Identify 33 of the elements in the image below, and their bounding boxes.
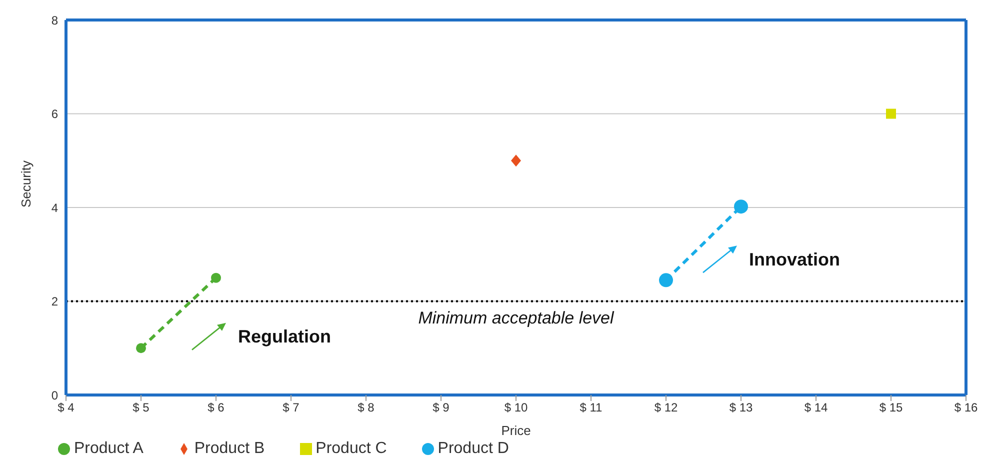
x-tick-label: $ 5 (132, 400, 150, 415)
x-tick-label: $ 14 (804, 400, 828, 415)
x-tick-label: $ 13 (729, 400, 753, 415)
x-tick-label: $ 4 (58, 400, 75, 415)
x-tick-label: $ 12 (654, 400, 678, 415)
x-tick-label: $ 16 (954, 400, 978, 415)
legend-label: Product C (316, 440, 387, 457)
y-tick-label: 6 (51, 107, 58, 122)
y-tick-label: 0 (51, 388, 58, 402)
legend-label: Product D (438, 440, 509, 457)
x-tick-label: $ 9 (432, 400, 450, 415)
point (734, 200, 748, 214)
x-tick-label: $ 15 (879, 400, 903, 415)
point (886, 108, 896, 119)
x-tick-label: $ 8 (358, 400, 375, 415)
point (659, 273, 673, 288)
x-tick-label: $ 6 (208, 400, 225, 415)
y-tick-label: 4 (51, 200, 58, 215)
y-tick-label: 8 (51, 13, 58, 28)
y-axis-title: Security (18, 160, 34, 208)
point (511, 154, 521, 167)
x-axis-title: Price (501, 423, 531, 438)
point (211, 272, 221, 283)
x-tick-label: $ 7 (282, 400, 300, 415)
y-tick-label: 2 (51, 294, 58, 309)
legend-label: Product A (74, 440, 144, 457)
x-tick-label: $ 11 (580, 400, 603, 415)
x-tick-label: $ 10 (504, 400, 528, 415)
annotation: Regulation (238, 326, 331, 347)
point (136, 343, 146, 354)
annotation: Innovation (749, 249, 840, 270)
legend-label: Product B (194, 440, 265, 457)
ref-line-label: Minimum acceptable level (418, 308, 616, 328)
